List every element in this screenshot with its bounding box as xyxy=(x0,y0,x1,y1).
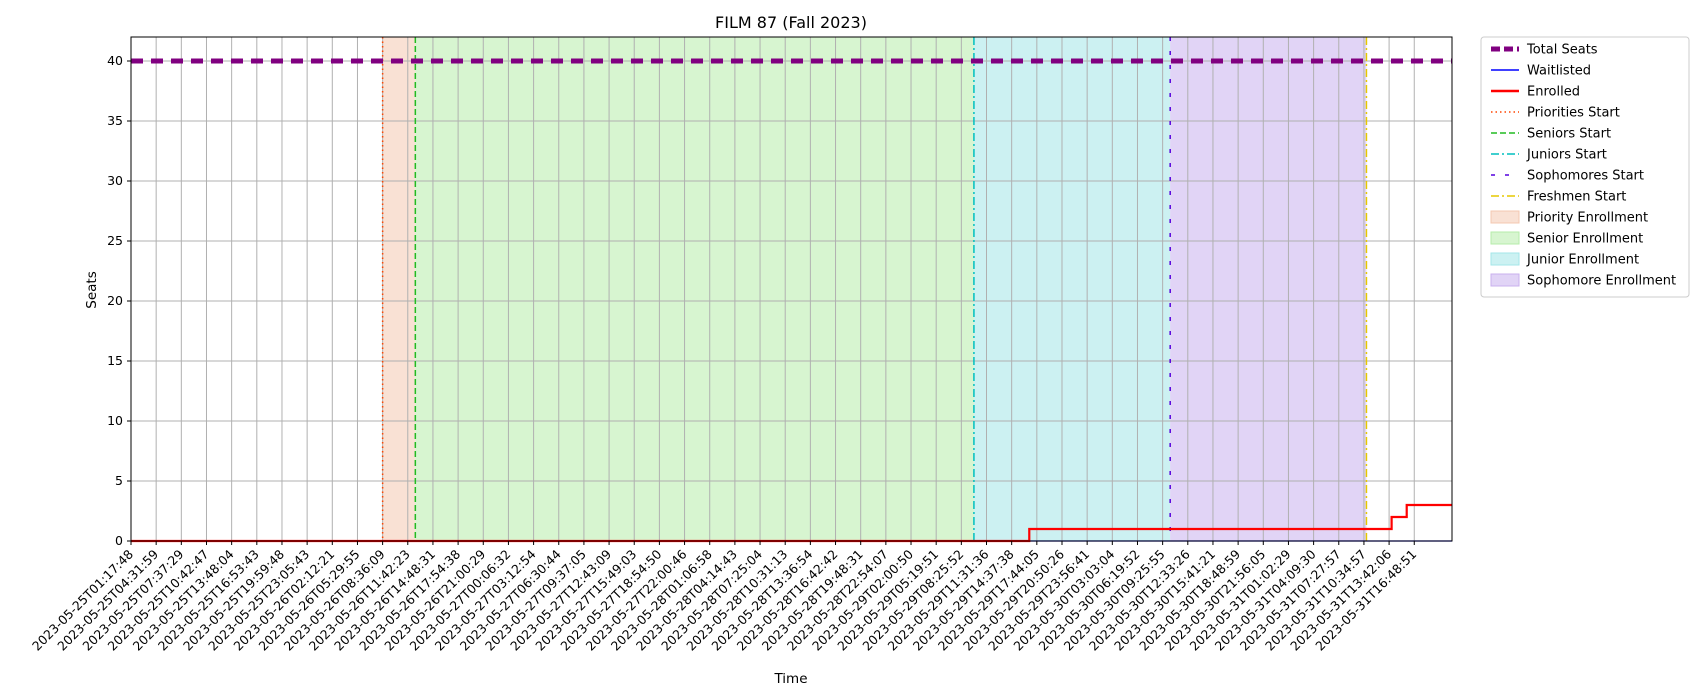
y-tick-label-3: 15 xyxy=(107,353,123,368)
legend-label-series-0: Total Seats xyxy=(1526,43,1598,58)
legend-label-markers-4: Freshmen Start xyxy=(1527,190,1626,205)
region-1 xyxy=(415,37,974,541)
y-tick-label-1: 5 xyxy=(115,473,123,488)
legend-label-series-2: Enrolled xyxy=(1527,85,1580,100)
chart-title: FILM 87 (Fall 2023) xyxy=(715,13,867,32)
plot-area: 05101520253035402023-05-25T01:17:482023-… xyxy=(29,36,1453,654)
legend-box xyxy=(1480,36,1690,298)
y-tick-label-8: 40 xyxy=(107,53,123,68)
legend-label-markers-0: Priorities Start xyxy=(1527,106,1620,121)
legend-label-regions-3: Sophomore Enrollment xyxy=(1527,274,1676,289)
legend-swatch-regions-2 xyxy=(1490,252,1520,266)
legend-label-markers-1: Seniors Start xyxy=(1527,127,1611,142)
legend-label-series-1: Waitlisted xyxy=(1527,64,1591,79)
legend-label-markers-3: Sophomores Start xyxy=(1527,169,1644,184)
y-tick-label-7: 35 xyxy=(107,113,123,128)
plot-frame xyxy=(130,36,1453,542)
y-tick-label-0: 0 xyxy=(115,533,123,548)
y-axis-label: Seats xyxy=(84,271,100,308)
y-tick-label-6: 30 xyxy=(107,173,123,188)
legend-swatch-regions-1 xyxy=(1490,231,1520,245)
legend-label-regions-0: Priority Enrollment xyxy=(1527,211,1648,226)
x-axis-label: Time xyxy=(773,671,807,687)
y-tick-label-4: 20 xyxy=(107,293,123,308)
legend-label-markers-2: Juniors Start xyxy=(1526,148,1607,163)
legend-label-regions-1: Senior Enrollment xyxy=(1527,232,1643,247)
series-line-2 xyxy=(131,503,1452,543)
region-2 xyxy=(973,37,1171,541)
region-0 xyxy=(382,37,416,541)
legend-label-regions-2: Junior Enrollment xyxy=(1526,253,1639,268)
region-3 xyxy=(1170,37,1367,541)
y-tick-label-5: 25 xyxy=(107,233,123,248)
legend-swatch-regions-3 xyxy=(1490,273,1520,287)
legend: Total Seats Waitlisted Enrolled Priorities … xyxy=(1480,36,1690,298)
legend-swatch-regions-0 xyxy=(1490,210,1520,224)
y-tick-label-2: 10 xyxy=(107,413,123,428)
